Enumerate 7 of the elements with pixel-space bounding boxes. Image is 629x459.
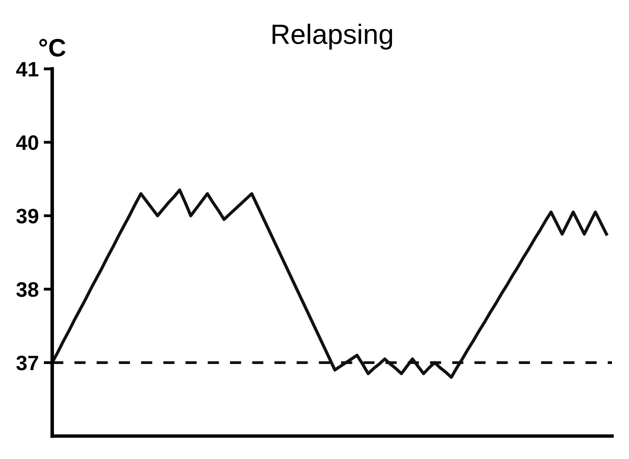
y-tick-label: 41	[16, 62, 38, 76]
y-tick-label: 40	[16, 135, 38, 150]
chart-title: Relapsing	[272, 24, 392, 50]
y-tick-label: 37	[16, 356, 38, 370]
y-axis-title: °C	[39, 38, 66, 57]
y-tick-label: 39	[16, 208, 38, 224]
y-tick-label: 38	[16, 282, 38, 297]
